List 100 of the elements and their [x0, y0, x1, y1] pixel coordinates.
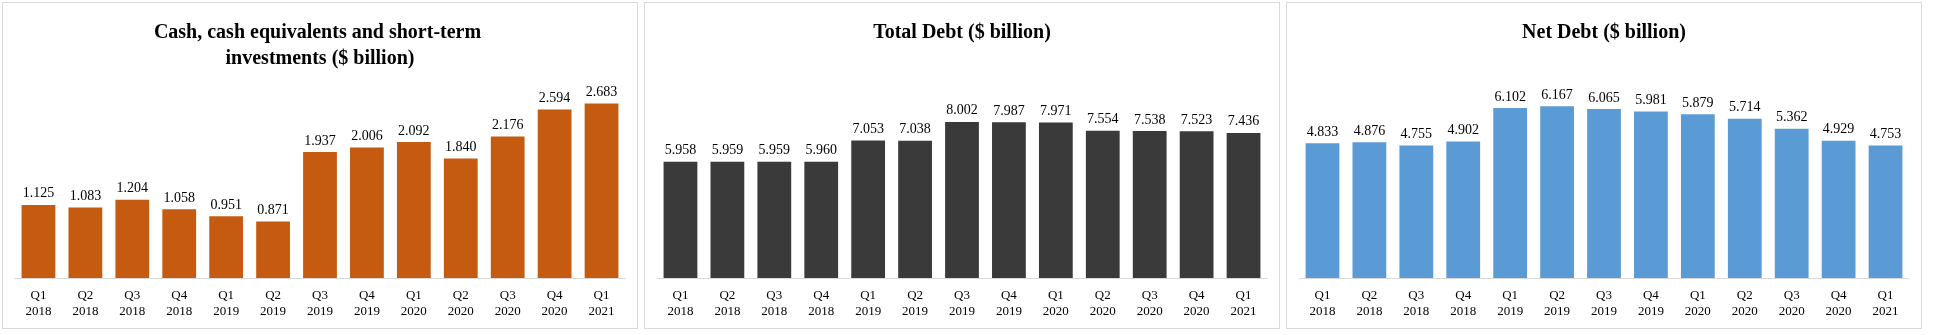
- data-label: 5.959: [758, 142, 791, 158]
- data-label: 7.987: [993, 102, 1025, 118]
- data-label: 5.959: [711, 142, 744, 158]
- bar: [1587, 109, 1621, 278]
- x-tick-label: Q3 2018: [119, 286, 146, 318]
- bar: [443, 158, 478, 278]
- data-label: 7.554: [1087, 111, 1119, 127]
- x-tick-label: Q2 2018: [72, 286, 99, 318]
- data-label: 5.958: [664, 142, 697, 158]
- x-tick-label: Q2 2020: [447, 286, 474, 318]
- bar: [1352, 142, 1387, 278]
- data-label: 5.981: [1635, 91, 1667, 107]
- data-label: 4.833: [1306, 123, 1339, 139]
- x-tick-label: Q2 2018: [1356, 286, 1383, 318]
- x-tick-label: Q3 2019: [1591, 286, 1617, 318]
- bar: [945, 121, 979, 278]
- bar: [490, 136, 525, 278]
- data-label: 1.937: [304, 132, 336, 148]
- bar: [898, 140, 932, 278]
- bar: [851, 140, 886, 278]
- data-label: 4.929: [1822, 121, 1855, 137]
- data-label: 5.714: [1729, 99, 1761, 115]
- chart-title: Cash, cash equivalents and short-term investments ($ billion): [153, 20, 487, 69]
- data-label: 5.960: [805, 142, 837, 158]
- x-tick-label: Q1 2021: [1230, 286, 1257, 318]
- x-tick-label: Q3 2019: [949, 286, 975, 318]
- bar: [992, 122, 1026, 278]
- x-tick-label: Q4 2019: [353, 286, 380, 318]
- bar: [209, 216, 244, 278]
- x-tick-label: Q2 2020: [1089, 286, 1116, 318]
- x-tick-label: Q1 2019: [213, 286, 240, 318]
- x-tick-label: Q4 2018: [1450, 286, 1477, 318]
- data-label: 6.065: [1588, 89, 1620, 105]
- data-label: 0.951: [210, 196, 242, 212]
- bar: [350, 147, 384, 278]
- chart-title: Total Debt ($ billion): [873, 20, 1051, 43]
- x-tick-label: Q4 2020: [541, 286, 568, 318]
- x-tick-label: Q3 2018: [1403, 286, 1430, 318]
- bar: [1634, 111, 1668, 278]
- bar: [396, 142, 431, 278]
- bar: [710, 161, 745, 278]
- x-tick-label: Q1 2019: [1497, 286, 1524, 318]
- x-tick-label: Q4 2018: [166, 286, 193, 318]
- data-label: 1.125: [22, 185, 55, 201]
- data-label: 2.176: [491, 117, 524, 133]
- bar: [584, 103, 619, 278]
- data-label: 2.683: [585, 84, 618, 100]
- x-tick-label: Q1 2021: [588, 286, 615, 318]
- x-tick-label: Q4 2020: [1825, 286, 1852, 318]
- x-tick-label: Q1 2018: [1309, 286, 1336, 318]
- data-label: 5.879: [1682, 94, 1714, 110]
- x-tick-label: Q3 2020: [1778, 286, 1805, 318]
- x-tick-label: Q1 2018: [25, 286, 52, 318]
- chart-title: Net Debt ($ billion): [1522, 20, 1686, 43]
- bar: [1305, 143, 1340, 278]
- bar: [68, 207, 103, 278]
- x-tick-label: Q2 2019: [260, 286, 287, 318]
- data-label: 6.102: [1494, 88, 1526, 104]
- x-tick-label: Q3 2019: [307, 286, 333, 318]
- x-tick-label: Q1 2020: [1042, 286, 1069, 318]
- bar: [1446, 141, 1481, 278]
- data-label: 1.840: [445, 138, 477, 154]
- x-tick-label: Q4 2020: [1183, 286, 1210, 318]
- x-tick-label: Q2 2019: [1544, 286, 1571, 318]
- x-tick-label: Q4 2019: [995, 286, 1022, 318]
- data-label: 7.971: [1040, 103, 1072, 119]
- data-label: 7.523: [1180, 111, 1213, 127]
- bar: [1821, 140, 1856, 278]
- bar: [256, 221, 290, 278]
- bar: [1226, 133, 1261, 278]
- bar: [1132, 131, 1167, 278]
- data-label: 5.362: [1775, 109, 1808, 125]
- bar: [1038, 122, 1073, 278]
- bar: [162, 209, 197, 278]
- data-label: 7.038: [899, 121, 931, 137]
- data-label: 4.876: [1353, 122, 1386, 138]
- data-label: 2.594: [538, 89, 571, 105]
- x-tick-label: Q3 2020: [1136, 286, 1163, 318]
- data-label: 7.538: [1133, 111, 1166, 127]
- x-tick-label: Q1 2020: [400, 286, 427, 318]
- data-label: 4.753: [1869, 126, 1902, 142]
- bar: [303, 152, 337, 278]
- bar: [21, 204, 56, 278]
- bar: [804, 161, 839, 278]
- x-tick-label: Q2 2018: [714, 286, 741, 318]
- bar: [1540, 106, 1574, 278]
- x-tick-label: Q4 2018: [808, 286, 835, 318]
- bar: [663, 161, 698, 278]
- bar: [1680, 114, 1715, 278]
- data-label: 1.083: [69, 188, 102, 204]
- x-tick-label: Q2 2019: [902, 286, 929, 318]
- data-label: 2.006: [351, 128, 383, 144]
- data-label: 7.436: [1227, 113, 1260, 129]
- x-tick-label: Q1 2018: [667, 286, 694, 318]
- bar: [1179, 131, 1214, 278]
- x-tick-label: Q2 2020: [1731, 286, 1758, 318]
- bar: [1774, 128, 1809, 278]
- data-label: 2.092: [398, 122, 430, 138]
- x-tick-label: Q1 2020: [1684, 286, 1711, 318]
- data-label: 4.902: [1447, 121, 1479, 137]
